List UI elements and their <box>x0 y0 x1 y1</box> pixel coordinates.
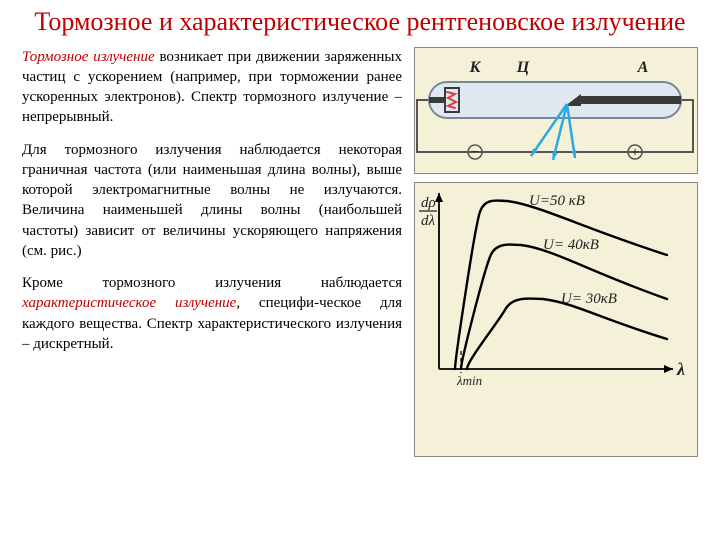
svg-text:+: + <box>631 144 639 159</box>
paragraph-2: Для тормозного излучения наблюдается нек… <box>22 140 402 262</box>
spectrum-chart-figure: dρ dλ λ U=50 кВ U= 40кВ U= 30кВ λmin <box>414 182 698 457</box>
term-bremsstrahlung: Тормозное излучение <box>22 49 155 65</box>
svg-text:dλ: dλ <box>421 213 436 229</box>
spectrum-chart-svg: dρ dλ λ U=50 кВ U= 40кВ U= 30кВ λmin <box>415 183 695 451</box>
svg-text:Ц: Ц <box>516 59 530 76</box>
para3-a: Кроме тормозного излучения наблюдается <box>22 275 402 291</box>
svg-text:dρ: dρ <box>421 195 436 211</box>
svg-text:К: К <box>469 59 482 76</box>
term-characteristic: характеристическое излучение <box>22 295 236 311</box>
svg-text:U= 30кВ: U= 30кВ <box>561 291 617 307</box>
paragraph-1: Тормозное излучение возникает при движен… <box>22 47 402 128</box>
paragraph-3: Кроме тормозного излучения наблюдается х… <box>22 273 402 354</box>
svg-text:U=50 кВ: U=50 кВ <box>529 193 585 209</box>
xray-tube-figure: К Ц А − + <box>414 47 698 174</box>
svg-text:U= 40кВ: U= 40кВ <box>543 237 599 253</box>
page-title: Тормозное и характеристическое рентгенов… <box>0 0 720 47</box>
figure-column: К Ц А − + dρ dλ λ U=50 кВ U= 40кВ U= 30кВ λmin <box>414 47 698 457</box>
svg-text:−: − <box>471 143 479 159</box>
svg-text:λ: λ <box>676 359 685 379</box>
svg-text:λmin: λmin <box>456 373 482 388</box>
text-column: Тормозное излучение возникает при движен… <box>22 47 402 457</box>
svg-text:А: А <box>637 59 649 76</box>
xray-tube-svg: К Ц А − + <box>415 48 695 168</box>
content-row: Тормозное излучение возникает при движен… <box>0 47 720 457</box>
